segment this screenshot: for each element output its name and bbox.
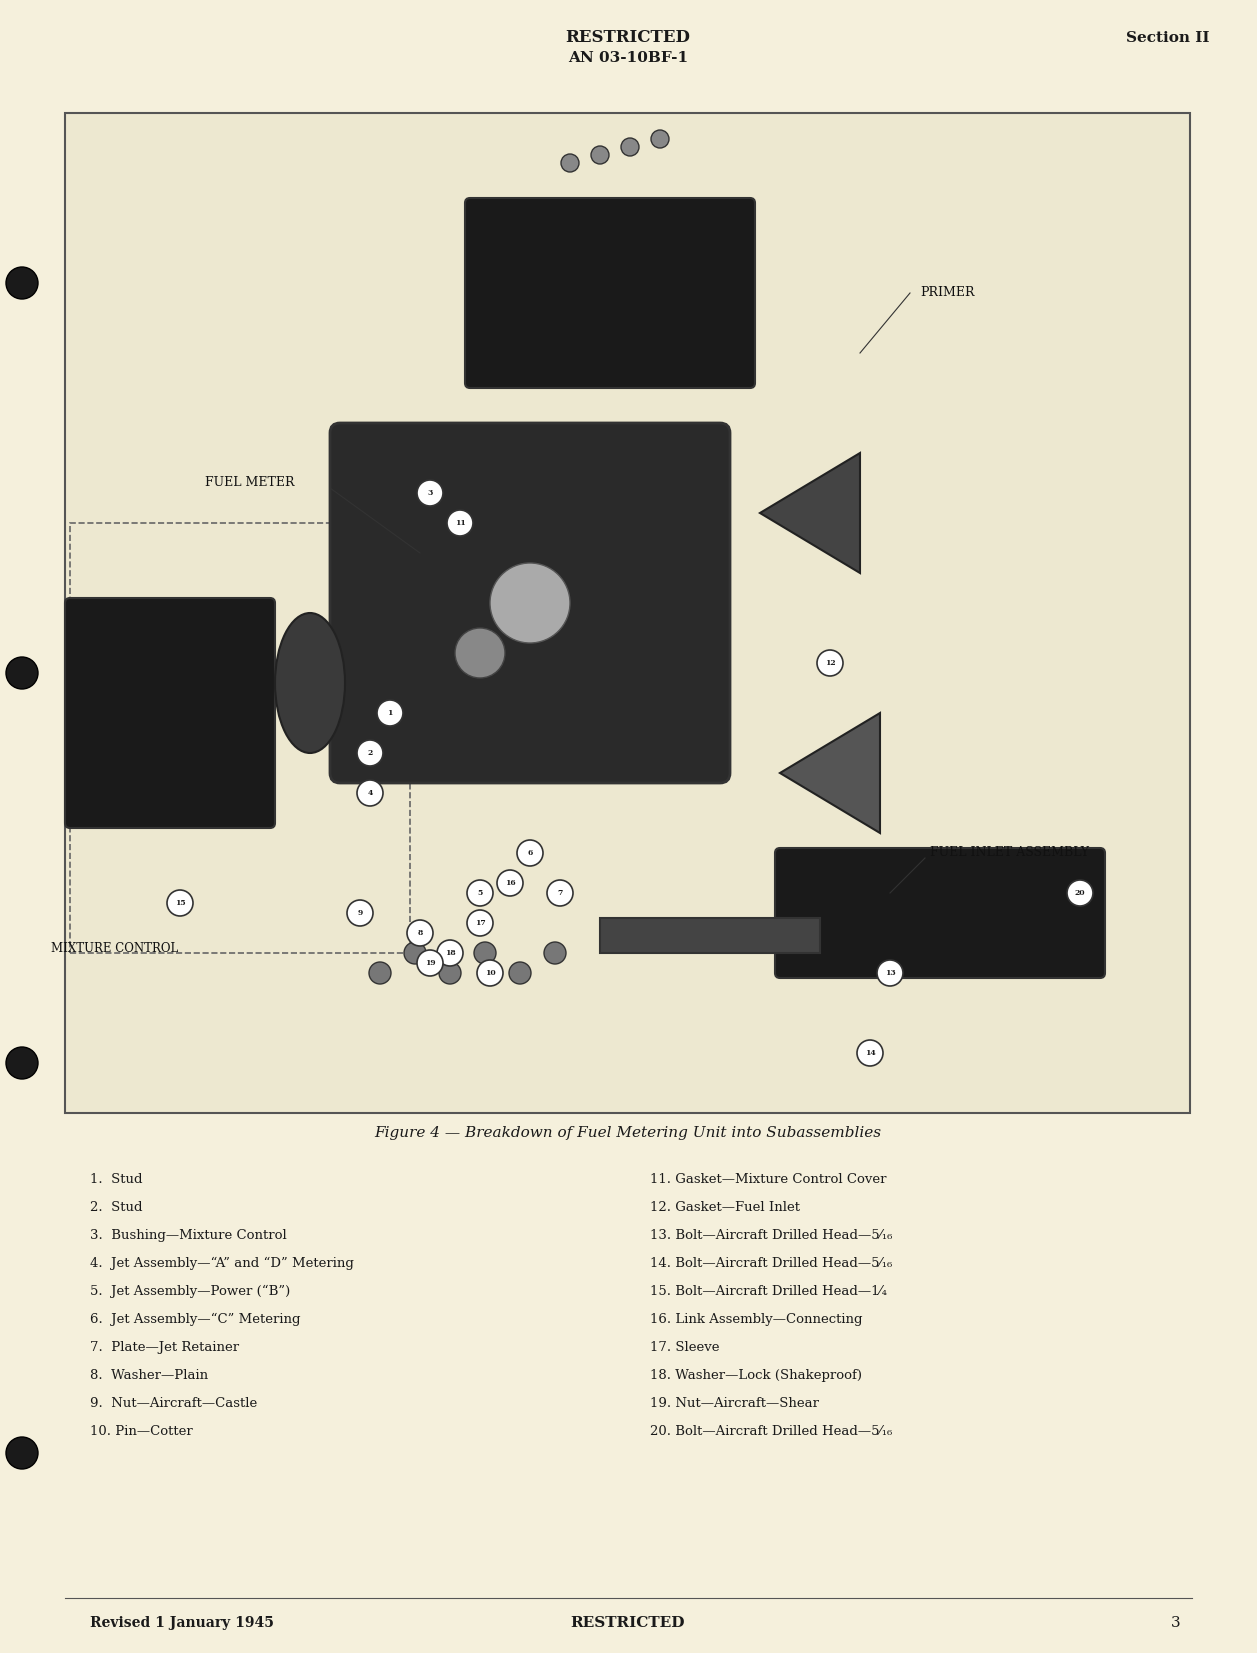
Ellipse shape: [347, 899, 373, 926]
Bar: [70, 522, 410, 954]
Text: MIXTURE CONTROL: MIXTURE CONTROL: [52, 942, 178, 954]
Text: 11. Gasket—Mixture Control Cover: 11. Gasket—Mixture Control Cover: [650, 1174, 886, 1185]
Ellipse shape: [167, 889, 194, 916]
Text: 8.  Washer—Plain: 8. Washer—Plain: [91, 1369, 209, 1382]
Text: 13. Bolt—Aircraft Drilled Head—5⁄₁₆: 13. Bolt—Aircraft Drilled Head—5⁄₁₆: [650, 1228, 892, 1241]
Text: 2.  Stud: 2. Stud: [91, 1202, 142, 1213]
FancyBboxPatch shape: [465, 198, 755, 388]
Ellipse shape: [6, 268, 38, 299]
Text: 6.  Jet Assembly—“C” Metering: 6. Jet Assembly—“C” Metering: [91, 1312, 300, 1326]
Ellipse shape: [621, 137, 639, 155]
Text: RESTRICTED: RESTRICTED: [566, 30, 690, 46]
Text: FUEL METER: FUEL METER: [205, 476, 294, 489]
Ellipse shape: [651, 131, 669, 149]
Text: FUEL INLET ASSEMBLY: FUEL INLET ASSEMBLY: [930, 846, 1089, 860]
Text: 17: 17: [475, 919, 485, 927]
FancyBboxPatch shape: [65, 598, 275, 828]
Text: 6: 6: [528, 850, 533, 856]
Ellipse shape: [455, 628, 505, 678]
Text: Figure 4 — Breakdown of Fuel Metering Unit into Subassemblies: Figure 4 — Breakdown of Fuel Metering Un…: [375, 1126, 881, 1141]
FancyBboxPatch shape: [776, 848, 1105, 979]
Bar: [65, 112, 1190, 1112]
Text: 18. Washer—Lock (Shakeproof): 18. Washer—Lock (Shakeproof): [650, 1369, 862, 1382]
Ellipse shape: [417, 950, 442, 975]
Text: Revised 1 January 1945: Revised 1 January 1945: [91, 1617, 274, 1630]
Ellipse shape: [497, 869, 523, 896]
Text: 4.  Jet Assembly—“A” and “D” Metering: 4. Jet Assembly—“A” and “D” Metering: [91, 1256, 354, 1270]
Ellipse shape: [403, 942, 426, 964]
Text: Section II: Section II: [1126, 31, 1210, 45]
Ellipse shape: [377, 699, 403, 726]
Ellipse shape: [468, 911, 493, 936]
Ellipse shape: [544, 942, 566, 964]
Text: 10. Pin—Cotter: 10. Pin—Cotter: [91, 1425, 192, 1438]
Text: 12: 12: [825, 660, 836, 668]
Ellipse shape: [490, 564, 569, 643]
Ellipse shape: [591, 145, 608, 164]
Text: 11: 11: [455, 519, 465, 527]
Ellipse shape: [447, 511, 473, 536]
Ellipse shape: [417, 479, 442, 506]
Text: 9.  Nut—Aircraft—Castle: 9. Nut—Aircraft—Castle: [91, 1397, 258, 1410]
Text: 14: 14: [865, 1050, 875, 1056]
Ellipse shape: [547, 879, 573, 906]
Ellipse shape: [6, 1046, 38, 1079]
Text: 19: 19: [425, 959, 435, 967]
Text: 10: 10: [485, 969, 495, 977]
Text: 16. Link Assembly—Connecting: 16. Link Assembly—Connecting: [650, 1312, 862, 1326]
Text: 12. Gasket—Fuel Inlet: 12. Gasket—Fuel Inlet: [650, 1202, 799, 1213]
Ellipse shape: [407, 921, 432, 946]
Polygon shape: [781, 712, 880, 833]
Text: 20: 20: [1075, 889, 1085, 898]
Text: 7.  Plate—Jet Retainer: 7. Plate—Jet Retainer: [91, 1341, 239, 1354]
Text: 7: 7: [557, 889, 563, 898]
Ellipse shape: [476, 960, 503, 985]
Text: 20. Bolt—Aircraft Drilled Head—5⁄₁₆: 20. Bolt—Aircraft Drilled Head—5⁄₁₆: [650, 1425, 892, 1438]
Text: 15: 15: [175, 899, 185, 907]
Ellipse shape: [474, 942, 497, 964]
Text: 2: 2: [367, 749, 372, 757]
Text: 18: 18: [445, 949, 455, 957]
Text: 3.  Bushing—Mixture Control: 3. Bushing—Mixture Control: [91, 1228, 287, 1241]
Text: 1: 1: [387, 709, 392, 717]
Polygon shape: [760, 453, 860, 574]
Ellipse shape: [509, 962, 530, 984]
Text: 3: 3: [427, 489, 432, 498]
Bar: [600, 917, 820, 954]
Text: 14. Bolt—Aircraft Drilled Head—5⁄₁₆: 14. Bolt—Aircraft Drilled Head—5⁄₁₆: [650, 1256, 892, 1270]
Text: PRIMER: PRIMER: [920, 286, 974, 299]
Text: 15. Bolt—Aircraft Drilled Head—1⁄₄: 15. Bolt—Aircraft Drilled Head—1⁄₄: [650, 1284, 887, 1298]
Ellipse shape: [357, 741, 383, 765]
Text: 5.  Jet Assembly—Power (“B”): 5. Jet Assembly—Power (“B”): [91, 1284, 290, 1298]
Ellipse shape: [370, 962, 391, 984]
Ellipse shape: [561, 154, 579, 172]
Text: 19. Nut—Aircraft—Shear: 19. Nut—Aircraft—Shear: [650, 1397, 820, 1410]
Text: 4: 4: [367, 788, 372, 797]
Text: 16: 16: [505, 879, 515, 888]
Ellipse shape: [817, 650, 843, 676]
Ellipse shape: [6, 656, 38, 689]
Text: 5: 5: [478, 889, 483, 898]
Ellipse shape: [6, 1436, 38, 1470]
Text: 8: 8: [417, 929, 422, 937]
Text: AN 03-10BF-1: AN 03-10BF-1: [568, 51, 688, 64]
Ellipse shape: [275, 613, 344, 754]
Text: 3: 3: [1170, 1617, 1180, 1630]
Text: RESTRICTED: RESTRICTED: [571, 1617, 685, 1630]
Ellipse shape: [439, 962, 461, 984]
Ellipse shape: [437, 941, 463, 965]
FancyBboxPatch shape: [331, 423, 730, 784]
Ellipse shape: [1067, 879, 1094, 906]
Ellipse shape: [877, 960, 903, 985]
Text: 13: 13: [885, 969, 895, 977]
Ellipse shape: [468, 879, 493, 906]
Text: 17. Sleeve: 17. Sleeve: [650, 1341, 719, 1354]
Text: 9: 9: [357, 909, 362, 917]
Ellipse shape: [357, 780, 383, 807]
Ellipse shape: [517, 840, 543, 866]
Ellipse shape: [857, 1040, 882, 1066]
Text: 1.  Stud: 1. Stud: [91, 1174, 142, 1185]
